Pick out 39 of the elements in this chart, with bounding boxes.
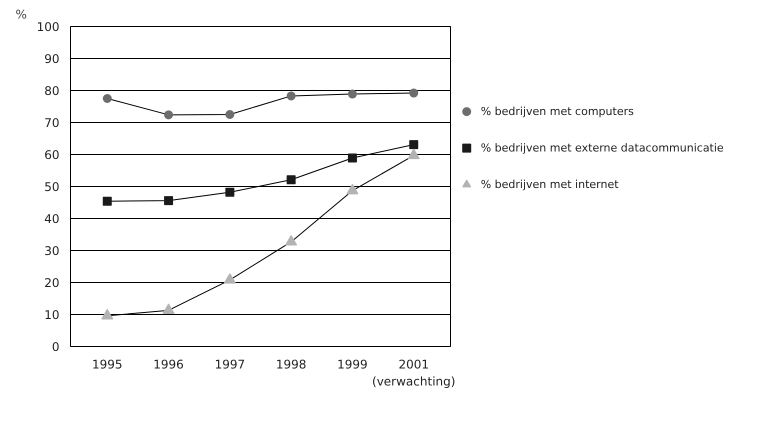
x-tick-label: 2001 (verwachting) bbox=[372, 358, 456, 388]
point bbox=[101, 308, 114, 320]
point bbox=[348, 90, 357, 99]
point bbox=[409, 140, 418, 150]
point bbox=[285, 235, 298, 246]
point bbox=[346, 184, 358, 194]
y-tick-label: 0 bbox=[52, 340, 60, 354]
x-tick-label: 1998 bbox=[276, 358, 306, 372]
y-tick-label: 100 bbox=[36, 20, 60, 34]
x-tick-label: 1995 bbox=[92, 358, 123, 372]
point bbox=[102, 94, 112, 103]
point bbox=[225, 110, 234, 119]
point bbox=[162, 303, 175, 314]
point bbox=[348, 154, 357, 163]
x-tick-label: 1997 bbox=[214, 358, 246, 372]
y-tick-label: 10 bbox=[44, 308, 60, 322]
y-tick-label: 80 bbox=[44, 84, 60, 98]
point bbox=[286, 91, 296, 100]
legend-label: % bedrijven met internet bbox=[480, 178, 620, 192]
point bbox=[164, 110, 174, 120]
point bbox=[408, 148, 420, 160]
y-tick-label: 50 bbox=[44, 180, 60, 194]
y-axis-title: % bbox=[16, 8, 27, 22]
point bbox=[225, 188, 234, 197]
y-tick-label: 70 bbox=[44, 116, 60, 130]
y-tick-label: 40 bbox=[44, 212, 60, 226]
legend-label: % bedrijven met externe datacommunicatie bbox=[480, 142, 724, 155]
y-tick-label: 30 bbox=[44, 244, 60, 258]
point bbox=[102, 196, 112, 206]
point bbox=[224, 273, 236, 284]
y-tick-label: 60 bbox=[44, 148, 60, 162]
point bbox=[409, 88, 418, 98]
y-tick-label: 90 bbox=[44, 52, 60, 66]
x-tick-label: 1999 bbox=[337, 358, 368, 372]
point bbox=[164, 196, 174, 206]
legend-label: % bedrijven met computers bbox=[480, 105, 634, 118]
point bbox=[286, 175, 296, 184]
x-tick-label: 1996 bbox=[153, 358, 184, 372]
y-tick-label: 20 bbox=[44, 276, 60, 290]
